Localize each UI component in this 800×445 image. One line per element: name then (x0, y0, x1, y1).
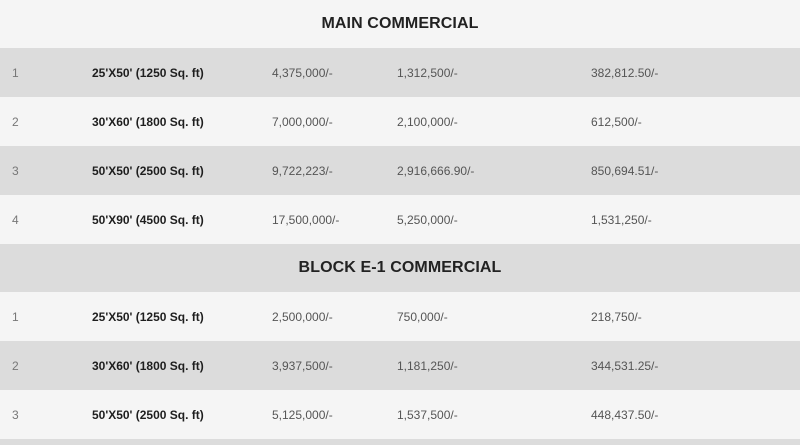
total-price: 4,375,000/- (272, 65, 333, 80)
down-payment: 1,537,500/- (397, 407, 458, 422)
plot-size: 25'X50' (1250 Sq. ft) (92, 65, 204, 80)
row-number: 3 (12, 163, 19, 178)
installment: 344,531.25/- (591, 358, 659, 373)
table-row: 3 50'X50' (2500 Sq. ft) 5,125,000/- 1,53… (0, 390, 800, 439)
down-payment: 1,181,250/- (397, 358, 458, 373)
plot-size: 50'X50' (2500 Sq. ft) (92, 163, 204, 178)
section-title-main-commercial: MAIN COMMERCIAL (0, 0, 800, 48)
installment: 850,694.51/- (591, 163, 659, 178)
table-row: 3 50'X50' (2500 Sq. ft) 9,722,223/- 2,91… (0, 146, 800, 195)
down-payment: 1,312,500/- (397, 65, 458, 80)
installment: 218,750/- (591, 309, 642, 324)
down-payment: 2,916,666.90/- (397, 163, 475, 178)
row-number: 2 (12, 358, 19, 373)
plot-size: 30'X60' (1800 Sq. ft) (92, 114, 204, 129)
table-row: 2 30'X60' (1800 Sq. ft) 7,000,000/- 2,10… (0, 97, 800, 146)
down-payment: 2,100,000/- (397, 114, 458, 129)
installment: 612,500/- (591, 114, 642, 129)
table-row-partial (0, 439, 800, 445)
plot-size: 50'X90' (4500 Sq. ft) (92, 212, 204, 227)
down-payment: 5,250,000/- (397, 212, 458, 227)
row-number: 4 (12, 212, 19, 227)
plot-size: 25'X50' (1250 Sq. ft) (92, 309, 204, 324)
row-number: 1 (12, 65, 19, 80)
total-price: 17,500,000/- (272, 212, 340, 227)
total-price: 9,722,223/- (272, 163, 333, 178)
table-row: 1 25'X50' (1250 Sq. ft) 4,375,000/- 1,31… (0, 48, 800, 97)
total-price: 2,500,000/- (272, 309, 333, 324)
table-row: 4 50'X90' (4500 Sq. ft) 17,500,000/- 5,2… (0, 195, 800, 244)
down-payment: 750,000/- (397, 309, 448, 324)
installment: 382,812.50/- (591, 65, 659, 80)
row-number: 3 (12, 407, 19, 422)
total-price: 3,937,500/- (272, 358, 333, 373)
plot-size: 30'X60' (1800 Sq. ft) (92, 358, 204, 373)
table-row: 1 25'X50' (1250 Sq. ft) 2,500,000/- 750,… (0, 292, 800, 341)
row-number: 2 (12, 114, 19, 129)
installment: 448,437.50/- (591, 407, 659, 422)
section-title-block-e1-commercial: BLOCK E-1 COMMERCIAL (0, 244, 800, 292)
row-number: 1 (12, 309, 19, 324)
plot-size: 50'X50' (2500 Sq. ft) (92, 407, 204, 422)
installment: 1,531,250/- (591, 212, 652, 227)
total-price: 7,000,000/- (272, 114, 333, 129)
table-row: 2 30'X60' (1800 Sq. ft) 3,937,500/- 1,18… (0, 341, 800, 390)
total-price: 5,125,000/- (272, 407, 333, 422)
